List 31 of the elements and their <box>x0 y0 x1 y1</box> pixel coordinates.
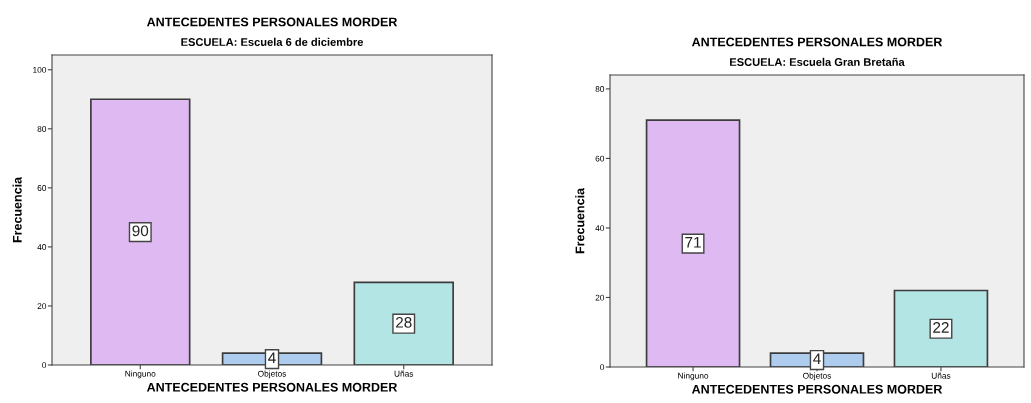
data-label: 28 <box>396 316 412 328</box>
x-tick-label: Uñas <box>394 370 414 377</box>
y-tick-label: 60 <box>595 155 605 162</box>
x-tick-label: Objetos <box>803 372 832 381</box>
chart-title: ANTECEDENTES PERSONALES MORDER <box>691 37 943 47</box>
y-tick-label: 40 <box>37 244 47 251</box>
data-label: 90 <box>132 225 149 237</box>
chart-title: ANTECEDENTES PERSONALES MORDER <box>146 17 398 27</box>
x-tick-label: Objetos <box>258 370 287 379</box>
y-tick-label: 0 <box>42 362 47 369</box>
y-tick-label: 80 <box>595 86 605 93</box>
y-tick-label: 20 <box>37 303 47 310</box>
y-tick-label: 100 <box>33 66 47 73</box>
data-label: 4 <box>813 353 821 364</box>
y-axis-title: Frecuencia <box>575 187 585 254</box>
chart-subtitle: ESCUELA: Escuela Gran Bretaña <box>730 57 905 66</box>
x-tick-label: Uñas <box>931 372 951 379</box>
chart-subtitle: ESCUELA: Escuela 6 de diciembre <box>181 37 364 46</box>
x-tick-label: Ninguno <box>678 372 709 381</box>
y-tick-label: 40 <box>595 225 605 232</box>
y-axis-title: Frecuencia <box>12 176 22 243</box>
x-axis-title: ANTECEDENTES PERSONALES MORDER <box>146 382 398 392</box>
data-label: 71 <box>685 237 701 248</box>
y-tick-label: 60 <box>37 185 47 191</box>
data-label: 22 <box>933 322 949 333</box>
y-tick-label: 20 <box>595 294 605 301</box>
data-label: 4 <box>268 352 276 364</box>
y-tick-label: 0 <box>600 364 605 371</box>
y-tick-label: 80 <box>37 126 47 132</box>
x-tick-label: Ninguno <box>125 370 156 379</box>
x-axis-title: ANTECEDENTES PERSONALES MORDER <box>691 384 943 394</box>
